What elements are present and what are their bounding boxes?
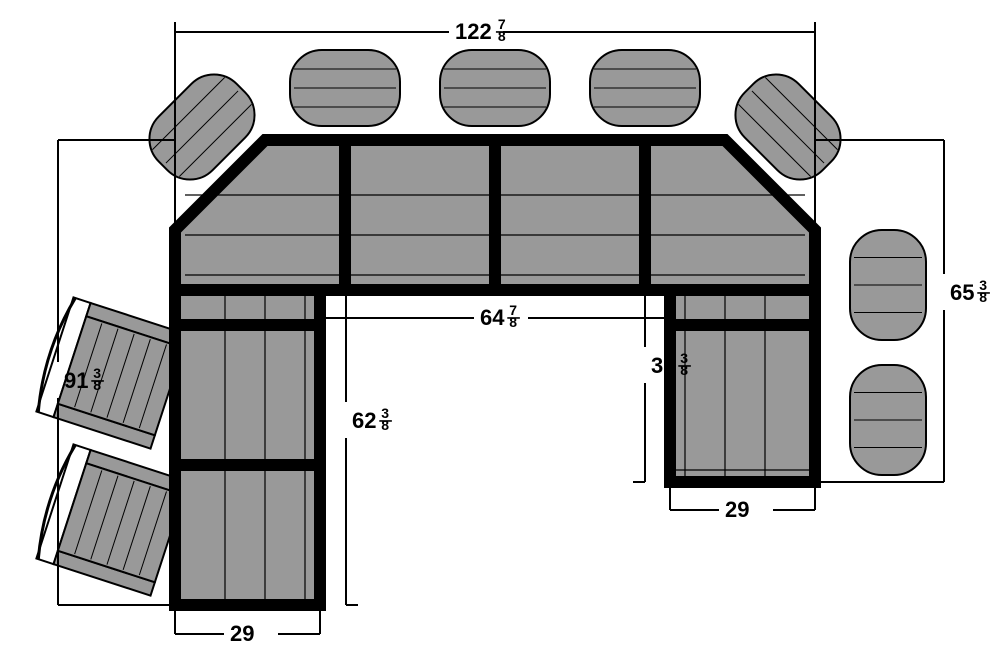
dimension-label: 29 — [725, 497, 749, 522]
dimension-label: 3638 — [651, 350, 691, 378]
svg-text:62: 62 — [352, 408, 376, 433]
dimension-label: 6538 — [950, 277, 990, 305]
ottoman — [850, 230, 926, 340]
svg-text:8: 8 — [680, 362, 688, 378]
svg-text:8: 8 — [979, 289, 987, 305]
svg-text:8: 8 — [381, 417, 389, 433]
svg-text:29: 29 — [725, 497, 749, 522]
svg-text:122: 122 — [455, 19, 492, 44]
svg-text:8: 8 — [509, 314, 517, 330]
svg-text:36: 36 — [651, 353, 675, 378]
dimension-label: 9138 — [64, 365, 104, 393]
dimension-label: 29 — [230, 621, 254, 646]
ottoman — [590, 50, 700, 126]
ottoman — [850, 365, 926, 475]
dimension-label: 12278 — [455, 16, 509, 44]
svg-text:64: 64 — [480, 305, 505, 330]
dimension-label: 6478 — [480, 302, 520, 330]
svg-text:8: 8 — [498, 28, 506, 44]
svg-text:91: 91 — [64, 368, 88, 393]
svg-text:29: 29 — [230, 621, 254, 646]
ottoman — [440, 50, 550, 126]
svg-text:8: 8 — [93, 377, 101, 393]
ottoman — [290, 50, 400, 126]
svg-text:65: 65 — [950, 280, 974, 305]
dimensional-diagram: 12278 6478 29 29 9138 6538 6238 3638 — [0, 0, 1000, 670]
dimension-label: 6238 — [352, 405, 392, 433]
